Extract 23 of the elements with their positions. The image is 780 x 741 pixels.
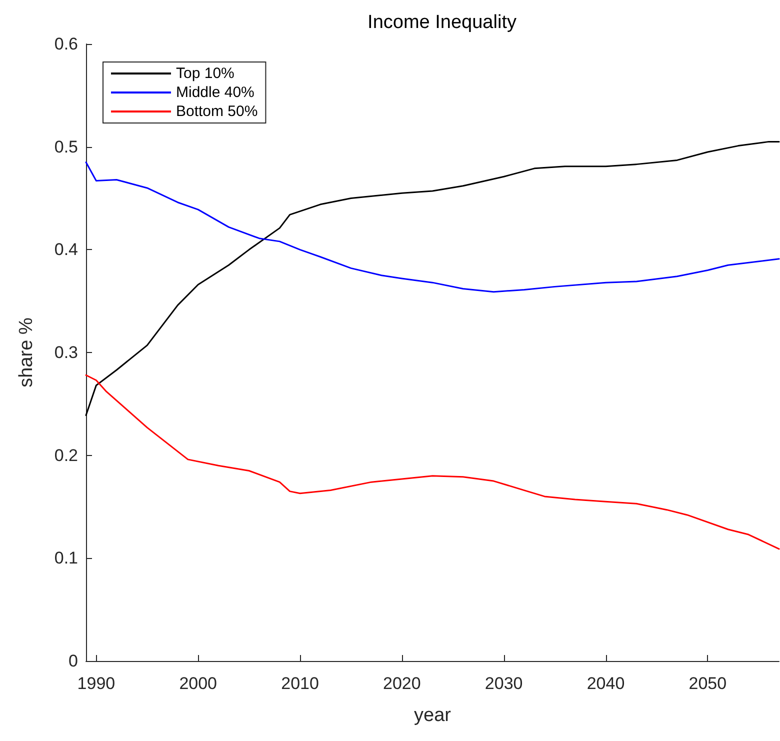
x-tick-label: 2050 — [688, 674, 727, 693]
x-tick-label: 2020 — [383, 674, 421, 693]
y-axis-title: share % — [16, 318, 37, 388]
x-axis-title: year — [414, 705, 452, 726]
chart-title: Income Inequality — [368, 12, 517, 33]
x-tick-label: 2040 — [586, 674, 625, 693]
y-tick-label: 0.6 — [54, 34, 78, 54]
x-tick-label: 2010 — [281, 674, 319, 693]
legend-label: Top 10% — [176, 65, 234, 82]
x-tick-label: 2030 — [484, 674, 523, 693]
x-tick-label: 1990 — [77, 674, 116, 693]
y-tick-label: 0.5 — [54, 137, 78, 156]
y-tick-label: 0.4 — [54, 240, 78, 260]
legend-label: Middle 40% — [176, 84, 254, 101]
line-series — [85, 162, 780, 293]
y-tick-label: 0.2 — [54, 446, 78, 465]
x-tick-label: 2000 — [179, 674, 218, 693]
y-tick-label: 0.3 — [54, 343, 78, 362]
legend-label: Bottom 50% — [176, 103, 258, 120]
line-series — [85, 374, 780, 550]
y-tick-label: 0 — [68, 652, 78, 670]
y-tick-label: 0.1 — [54, 548, 78, 568]
line-series — [85, 140, 780, 416]
